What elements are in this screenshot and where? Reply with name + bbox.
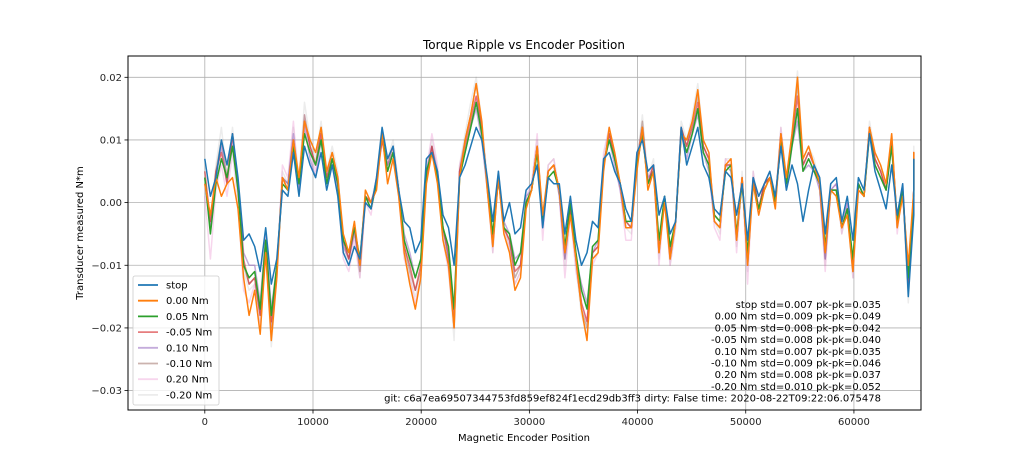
x-tick-label: 0: [202, 417, 208, 428]
stats-annotation: 0.05 Nm std=0.008 pk-pk=0.042: [715, 323, 881, 334]
x-tick-label: 30000: [513, 417, 545, 428]
series-line-stop: [204, 126, 915, 298]
legend-label: -0.20 Nm: [166, 390, 212, 401]
stats-annotation: 0.10 Nm std=0.007 pk-pk=0.035: [715, 347, 881, 358]
chart-title: Torque Ripple vs Encoder Position: [422, 38, 625, 52]
y-tick-label: 0.00: [100, 198, 122, 209]
legend-label: 0.20 Nm: [166, 375, 209, 386]
legend-label: 0.10 Nm: [166, 343, 209, 354]
x-tick-label: 40000: [622, 417, 654, 428]
legend-label: -0.05 Nm: [166, 328, 212, 339]
stats-annotation: -0.05 Nm std=0.008 pk-pk=0.040: [711, 335, 881, 346]
y-tick-label: 0.01: [100, 135, 122, 146]
stats-annotation: -0.10 Nm std=0.009 pk-pk=0.046: [711, 359, 881, 370]
legend: stop 0.00 Nm 0.05 Nm -0.05 Nm 0.10 Nm -0.10 N…: [132, 275, 220, 406]
stats-annotation: 0.00 Nm std=0.009 pk-pk=0.049: [715, 312, 881, 323]
legend-label: -0.10 Nm: [166, 359, 212, 370]
legend-box: [132, 275, 220, 406]
y-tick-label: 0.02: [100, 73, 122, 84]
x-tick-label: 60000: [838, 417, 870, 428]
x-axis: 0 10000 20000 30000 40000 50000 60000: [202, 410, 870, 428]
git-info-annotation: git: c6a7ea69507344753fd859ef824f1ecd29d…: [384, 394, 881, 405]
y-axis-label: Transducer measured N*m: [75, 166, 86, 300]
x-axis-label: Magnetic Encoder Position: [458, 433, 590, 444]
x-tick-label: 10000: [297, 417, 329, 428]
legend-label: 0.05 Nm: [166, 312, 209, 323]
x-tick-label: 20000: [405, 417, 437, 428]
y-tick-label: −0.01: [91, 261, 122, 272]
legend-label: 0.00 Nm: [166, 296, 209, 307]
stats-annotation: -0.20 Nm std=0.010 pk-pk=0.052: [711, 382, 881, 393]
y-tick-label: −0.03: [91, 386, 122, 397]
legend-label: stop: [166, 281, 188, 292]
stats-annotation: stop std=0.007 pk-pk=0.035: [736, 300, 881, 311]
series-line-0.05-nm: [204, 101, 915, 317]
plot-frame: [127, 55, 922, 411]
stats-annotation: 0.20 Nm std=0.008 pk-pk=0.037: [715, 370, 881, 381]
y-axis: 0.02 0.01 0.00 −0.01 −0.02 −0.03: [91, 73, 128, 397]
x-tick-label: 50000: [730, 417, 762, 428]
y-tick-label: −0.02: [91, 323, 122, 334]
series-layer: [204, 70, 915, 348]
